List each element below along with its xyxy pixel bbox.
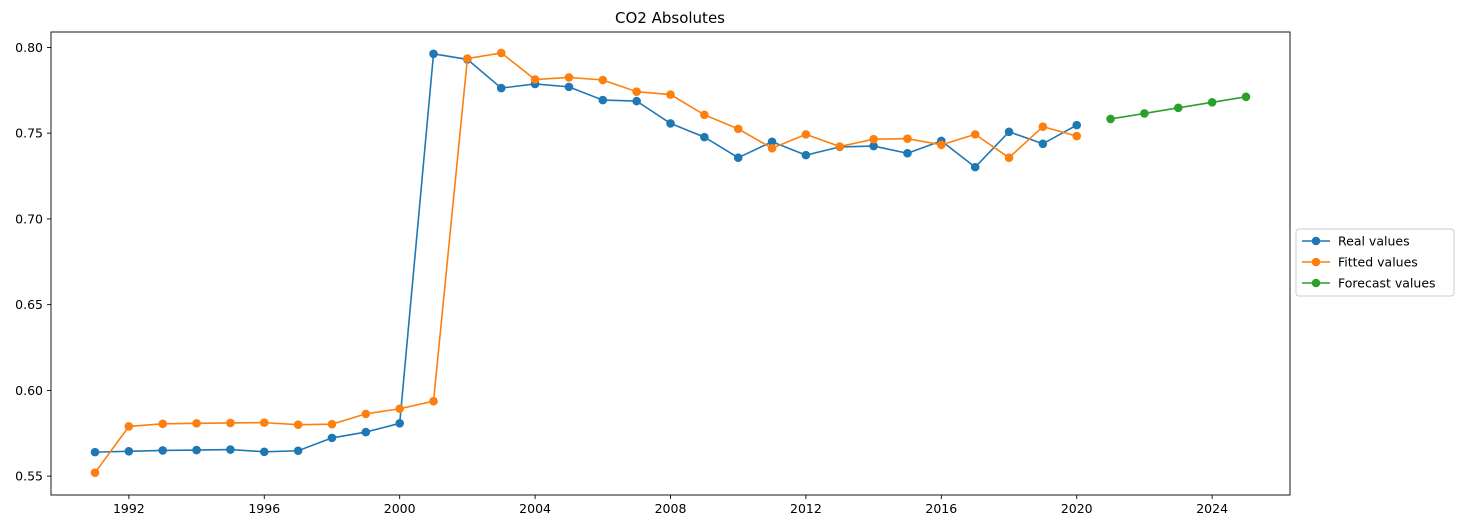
data-point	[733, 124, 743, 134]
data-point	[903, 134, 912, 143]
x-tick-label: 2012	[790, 501, 822, 516]
data-point	[158, 446, 168, 455]
y-tick-label: 0.75	[15, 126, 43, 141]
data-point	[463, 54, 472, 63]
data-point	[970, 162, 980, 172]
data-point	[429, 49, 438, 59]
data-point	[124, 446, 134, 456]
y-tick-label: 0.80	[15, 40, 43, 55]
data-point	[1072, 120, 1082, 130]
series-group	[90, 48, 1251, 478]
x-tick-label: 2004	[519, 501, 551, 516]
data-point	[666, 119, 675, 128]
data-point	[90, 447, 100, 457]
legend-label: Forecast values	[1338, 276, 1436, 291]
data-point	[530, 75, 540, 84]
data-point	[226, 418, 235, 428]
data-point	[1038, 122, 1048, 131]
data-point	[429, 396, 438, 406]
data-point	[564, 82, 574, 92]
plot-frame	[50, 31, 1291, 496]
data-point	[1004, 153, 1014, 162]
data-point	[259, 418, 269, 427]
data-point	[903, 148, 912, 158]
data-point	[801, 150, 811, 160]
series-real-values	[90, 49, 1082, 457]
x-tick-label: 2000	[384, 501, 416, 516]
data-point	[564, 73, 574, 82]
data-point	[1140, 109, 1149, 118]
x-tick-label: 2016	[925, 501, 957, 516]
x-tick-label: 2008	[655, 501, 687, 516]
data-point	[767, 137, 777, 147]
legend-marker	[1311, 278, 1321, 288]
x-tick-label: 2020	[1061, 501, 1093, 516]
data-point	[192, 419, 201, 428]
data-point	[496, 48, 506, 58]
legend: Real values Fitted values Forecast values	[1295, 228, 1455, 297]
series-fitted-values	[90, 48, 1082, 478]
x-tick-label: 1996	[248, 501, 280, 516]
axes: 1992 1996 2000 2004 2008 2012 2016 2020 2024 0.55…	[15, 31, 1291, 516]
legend-label: Real values	[1338, 234, 1410, 249]
data-point	[327, 419, 337, 429]
data-point	[395, 419, 404, 428]
data-point	[1004, 127, 1014, 137]
y-tick-label: 0.65	[15, 297, 43, 312]
series-line	[94, 52, 1077, 474]
data-point	[361, 409, 371, 419]
x-tick-label: 1992	[113, 501, 145, 516]
series-line	[94, 52, 1078, 453]
data-point	[226, 445, 235, 454]
data-point	[937, 140, 946, 150]
data-point	[1173, 103, 1183, 113]
data-point	[700, 110, 709, 120]
legend-marker	[1311, 257, 1321, 267]
legend-marker	[1311, 236, 1321, 246]
data-point	[801, 130, 811, 139]
data-point	[259, 447, 269, 457]
data-point	[598, 75, 608, 85]
data-point	[1207, 98, 1217, 107]
data-point	[293, 446, 303, 456]
y-tick-label: 0.60	[15, 383, 43, 398]
x-tick-label: 2024	[1196, 501, 1228, 516]
data-point	[733, 153, 743, 162]
legend-box	[1295, 228, 1455, 297]
data-point	[496, 83, 506, 93]
data-point	[327, 433, 337, 443]
data-point	[632, 96, 641, 106]
data-point	[1072, 131, 1082, 141]
data-point	[598, 95, 608, 105]
series-forecast-values	[1106, 92, 1251, 124]
data-point	[293, 420, 303, 429]
data-point	[124, 422, 134, 431]
data-point	[90, 468, 100, 478]
data-point	[632, 87, 641, 96]
data-point	[970, 130, 980, 139]
data-point	[158, 419, 168, 429]
data-point	[835, 142, 845, 151]
data-point	[361, 427, 371, 437]
data-point	[666, 90, 675, 99]
data-point	[700, 132, 709, 142]
data-point	[1106, 114, 1115, 124]
data-point	[767, 143, 777, 153]
data-point	[395, 404, 404, 414]
data-point	[1241, 92, 1251, 102]
chart-title: CO2 Absolutes	[615, 9, 725, 27]
data-point	[1038, 139, 1048, 149]
data-point	[869, 134, 878, 144]
y-tick-label: 0.55	[15, 469, 43, 484]
legend-label: Fitted values	[1338, 255, 1418, 270]
data-point	[869, 141, 878, 151]
y-tick-label: 0.70	[15, 211, 43, 226]
data-point	[192, 445, 201, 455]
